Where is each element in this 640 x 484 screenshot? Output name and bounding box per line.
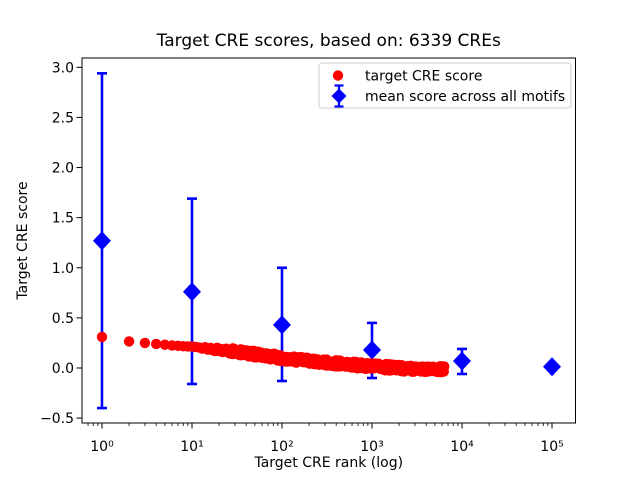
x-tick-label: 10² — [270, 439, 293, 455]
y-tick-label: 0.0 — [52, 361, 74, 377]
chart-title: Target CRE scores, based on: 6339 CREs — [156, 31, 501, 51]
y-tick-label: 2.5 — [52, 110, 74, 126]
y-tick-label: 2.0 — [52, 161, 74, 177]
x-tick-label: 10³ — [360, 439, 383, 455]
target-score-point — [150, 338, 162, 350]
x-tick-label: 10⁴ — [450, 439, 474, 455]
mean-diamond-marker — [362, 340, 381, 360]
y-tick-label: 3.0 — [52, 60, 74, 76]
y-tick-label: −0.5 — [40, 411, 74, 427]
y-tick-label: 0.5 — [52, 311, 74, 327]
x-tick-label: 10⁵ — [540, 439, 563, 455]
mean-diamond-marker — [453, 351, 472, 371]
x-axis-label: Target CRE rank (log) — [253, 455, 403, 471]
mean-diamond-marker — [272, 315, 291, 335]
x-axis-ticks: 10⁰ 10¹ 10² 10³ 10⁴ 10⁵ — [87, 423, 564, 455]
series-mean-score-across-all-motifs — [92, 72, 562, 410]
legend-diamond-marker — [331, 88, 347, 104]
mean-diamond-marker — [92, 231, 111, 251]
target-score-point — [139, 337, 151, 349]
target-score-point — [123, 336, 135, 347]
legend-label-mean-score: mean score across all motifs — [365, 89, 565, 105]
mean-diamond-marker — [182, 282, 201, 302]
y-tick-label: 1.0 — [52, 261, 74, 277]
x-tick-label: 10⁰ — [90, 439, 114, 455]
legend-label-target-cre-score: target CRE score — [365, 69, 482, 85]
x-tick-label: 10¹ — [180, 439, 203, 455]
mean-diamond-marker — [543, 357, 562, 377]
plot-border — [81, 57, 576, 424]
legend-red-dot-icon — [332, 70, 344, 81]
legend-box — [318, 62, 572, 109]
y-axis-ticks: 3.0 2.5 2.0 1.5 1.0 0.5 0.0 −0.5 — [40, 60, 82, 427]
legend: target CRE score mean score across all m… — [318, 62, 572, 109]
y-axis-label: Target CRE score — [15, 181, 31, 300]
legend-blue-diamond-errorbar-icon — [331, 84, 347, 108]
target-score-point — [438, 361, 450, 372]
y-tick-label: 1.5 — [52, 211, 74, 227]
target-score-point — [96, 331, 108, 343]
series-target-cre-score — [96, 331, 450, 378]
